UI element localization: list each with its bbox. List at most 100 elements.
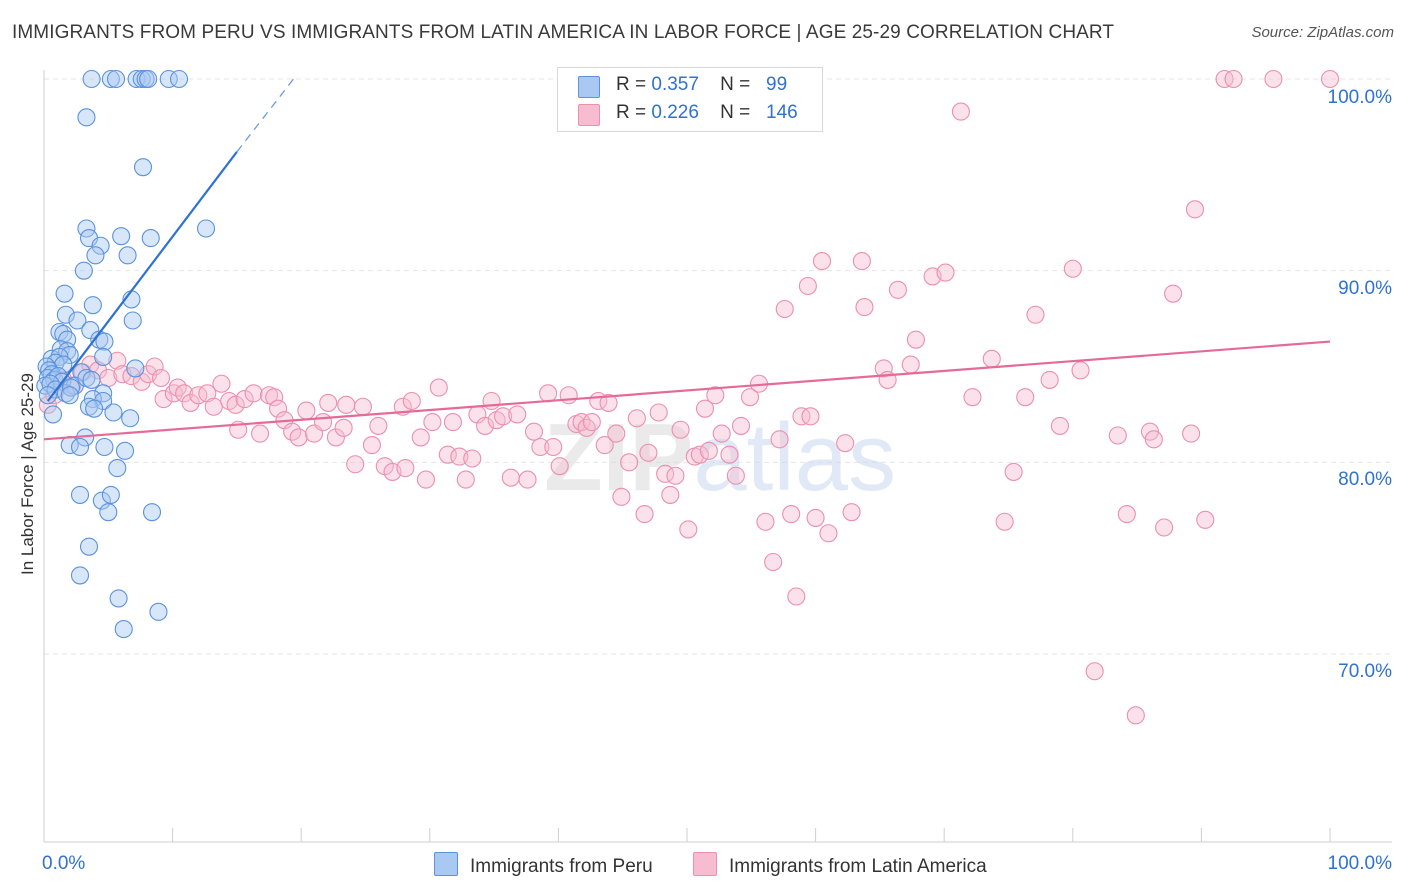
latin-n-value: 146 — [766, 102, 798, 123]
latin-america-point — [429, 378, 448, 397]
latin-america-point — [289, 428, 308, 447]
latin-america-point — [806, 508, 825, 527]
latin-america-point — [539, 384, 558, 403]
latin-america-point — [346, 455, 365, 474]
peru-point — [94, 347, 113, 366]
peru-point — [70, 485, 90, 504]
latin-america-point — [204, 397, 223, 416]
latin-america-point — [38, 395, 57, 414]
peru-point — [112, 227, 131, 246]
peru-point — [106, 69, 126, 89]
latin-america-point — [411, 428, 430, 447]
peru-r-value: 0.357 — [651, 74, 699, 95]
latin-america-point — [518, 470, 537, 489]
latin-america-point — [1155, 518, 1174, 537]
latin-america-point — [770, 430, 789, 449]
peru-swatch — [578, 76, 600, 98]
latin-america-point — [550, 457, 569, 476]
latin-america-point — [635, 505, 654, 524]
peru-point — [141, 229, 160, 248]
latin-america-point — [720, 445, 739, 464]
latin-america-point — [1144, 430, 1163, 449]
latin-america-point — [855, 298, 874, 317]
latin-america-point — [874, 359, 893, 378]
latin-america-point — [595, 436, 614, 455]
peru-point — [142, 503, 162, 522]
latin-america-point — [607, 424, 626, 443]
latin-america-point — [501, 468, 520, 487]
peru-point — [81, 321, 100, 340]
latin-america-point — [1185, 200, 1205, 219]
peru-point — [149, 602, 168, 621]
x-tick-label-0: 0.0% — [42, 853, 86, 874]
latin-america-point — [1085, 662, 1104, 681]
latin-america-point — [1196, 510, 1215, 529]
latin-america-point — [906, 330, 925, 349]
latin-america-point — [582, 413, 601, 432]
peru-point — [91, 236, 110, 255]
latin-america-point — [402, 391, 421, 411]
latin-america-point — [531, 437, 550, 457]
peru-point — [114, 620, 133, 639]
latin-america-point — [235, 390, 254, 409]
latin-america-point — [508, 405, 527, 424]
latin-america-point — [1126, 706, 1145, 725]
peru-point — [196, 219, 216, 238]
peru-point — [92, 491, 111, 510]
legend-item-peru: Immigrants from Peru — [434, 852, 653, 878]
latin-america-point — [456, 470, 475, 489]
latin-america-point — [416, 470, 435, 489]
latin-america-point — [612, 487, 631, 506]
latin-america-point — [524, 422, 544, 441]
latin-america-point — [463, 449, 482, 468]
latin-america-point — [764, 552, 783, 572]
latin-america-point — [756, 512, 775, 531]
latin-america-point — [108, 351, 127, 370]
peru-point — [99, 503, 118, 522]
latin-america-point — [297, 401, 316, 420]
latin-america-point — [1108, 426, 1127, 445]
latin-america-point — [1026, 305, 1045, 324]
x-axis — [43, 70, 1392, 843]
latin-america-point — [482, 391, 501, 411]
peru-point — [55, 284, 74, 303]
n-label: N = — [720, 74, 751, 95]
n-label: N = — [720, 102, 751, 123]
peru-point — [86, 246, 105, 265]
grid-lines — [44, 78, 1392, 655]
latin-america-point — [151, 368, 171, 388]
peru-legend-swatch — [434, 852, 458, 876]
y-tick-label-80: 80.0% — [1338, 469, 1392, 490]
latin-america-point — [175, 384, 194, 403]
latin-america-point — [852, 252, 871, 271]
latin-america-point — [443, 413, 462, 432]
latin-america-point — [671, 420, 690, 439]
latin-america-point — [181, 393, 200, 412]
latin-america-point — [189, 386, 208, 405]
trend-lines — [43, 78, 1331, 441]
latin-america-point — [649, 403, 668, 422]
y-tick-label-70: 70.0% — [1338, 661, 1392, 682]
latin-america-point — [627, 409, 646, 428]
latin-america-point — [679, 520, 698, 539]
latin-america-point — [836, 434, 855, 453]
peru-points — [36, 69, 216, 639]
r-label: R = — [616, 74, 647, 95]
latin-america-point — [334, 418, 353, 437]
peru-point — [68, 311, 87, 330]
latin-america-point — [740, 388, 760, 407]
latin-america-point — [699, 441, 718, 460]
peru-point — [41, 374, 60, 393]
peru-point — [95, 437, 114, 457]
peru-point — [94, 384, 113, 403]
peru-point — [115, 441, 135, 460]
latin-america-point — [690, 445, 709, 464]
latin-america-trend-line — [43, 340, 1331, 441]
latin-america-point — [901, 355, 920, 374]
peru-point — [121, 409, 140, 428]
latin-legend-label: Immigrants from Latin America — [729, 856, 987, 877]
peru-point — [70, 566, 90, 585]
latin-america-point — [145, 357, 164, 376]
peru-point — [60, 386, 79, 405]
latin-america-point — [423, 413, 442, 432]
